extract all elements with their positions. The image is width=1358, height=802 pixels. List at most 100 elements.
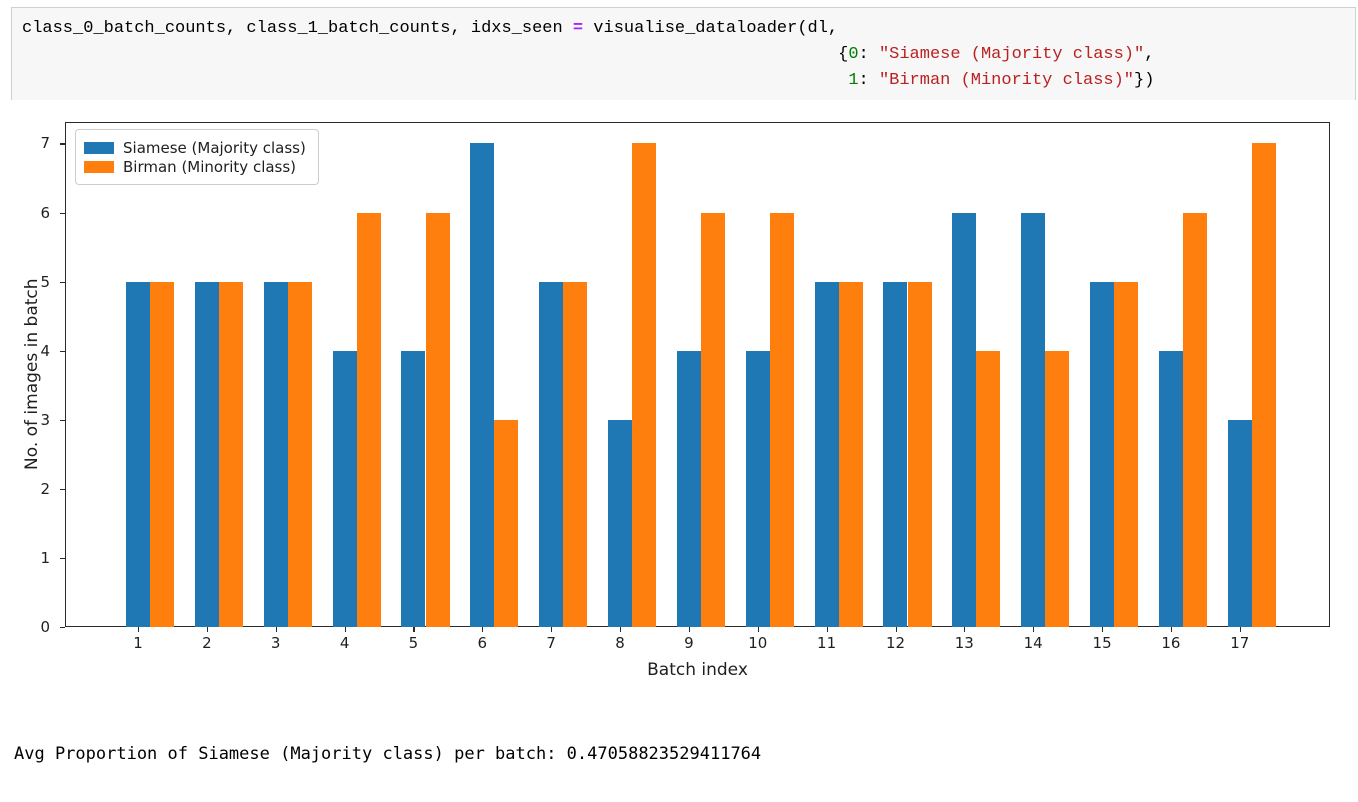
x-tick-label: 10 <box>748 634 768 652</box>
bar-birman-batch-5 <box>425 212 450 627</box>
bar-siamese-batch-15 <box>1090 281 1115 627</box>
bar-birman-batch-3 <box>287 281 312 627</box>
bar-siamese-batch-3 <box>263 281 288 627</box>
y-tick-label: 5 <box>40 272 50 291</box>
x-tick-mark <box>1102 627 1104 632</box>
x-tick-mark <box>1170 627 1173 632</box>
legend-label: Birman (Minority class) <box>123 157 297 176</box>
bar-birman-batch-13 <box>976 350 1001 627</box>
legend-item-birman: Birman (Minority class) <box>84 157 306 176</box>
x-tick-label: 12 <box>885 634 906 652</box>
bar-siamese-batch-11 <box>814 281 839 627</box>
x-tick-label: 6 <box>477 634 488 652</box>
bar-siamese-batch-2 <box>194 281 219 627</box>
x-tick-mark <box>620 627 622 632</box>
code-cell[interactable]: class_0_batch_counts, class_1_batch_coun… <box>11 7 1356 102</box>
bar-birman-batch-9 <box>700 212 725 627</box>
x-tick-mark <box>757 627 759 632</box>
y-tick-mark <box>60 627 65 629</box>
bar-birman-batch-4 <box>356 212 381 627</box>
bar-siamese-batch-12 <box>883 281 908 627</box>
stdout-output: Avg Proportion of Siamese (Majority clas… <box>14 689 761 802</box>
bar-birman-batch-15 <box>1114 281 1139 627</box>
bar-birman-batch-17 <box>1251 143 1276 627</box>
x-tick-mark <box>895 627 897 632</box>
bar-birman-batch-2 <box>218 281 243 627</box>
bar-siamese-batch-9 <box>676 350 701 627</box>
y-tick-mark <box>60 281 65 283</box>
bar-birman-batch-14 <box>1045 350 1070 627</box>
bar-siamese-batch-16 <box>1158 350 1183 627</box>
y-tick-label: 0 <box>40 618 50 636</box>
bar-birman-batch-6 <box>494 419 519 627</box>
x-tick-mark <box>551 627 553 632</box>
x-tick-label: 4 <box>339 634 350 652</box>
bar-siamese-batch-4 <box>332 350 357 627</box>
y-tick-mark <box>60 212 65 214</box>
x-tick-label: 2 <box>202 634 212 652</box>
bar-birman-batch-8 <box>632 143 657 627</box>
x-tick-label: 15 <box>1092 634 1112 652</box>
code-line: {0: "Siamese (Majority class)", <box>838 45 1155 64</box>
y-tick-label: 7 <box>40 134 50 153</box>
y-tick-mark <box>60 350 65 352</box>
x-tick-mark <box>138 627 140 632</box>
legend-item-siamese: Siamese (Majority class) <box>84 138 306 157</box>
chart-figure: 1 2 3 4 5 6 7 8 9 10 11 12 13 14 15 16 17 0 1 2 3 4 5 6 7 Batch … <box>0 100 1358 680</box>
y-axis-title: No. of images in batch <box>22 277 42 470</box>
legend-swatch-blue <box>84 141 114 154</box>
y-tick-mark <box>60 419 65 421</box>
x-tick-label: 8 <box>615 634 625 652</box>
y-tick-mark <box>60 488 65 490</box>
legend-label: Siamese (Majority class) <box>123 138 306 157</box>
y-tick-label: 2 <box>40 479 50 498</box>
x-tick-label: 17 <box>1230 634 1250 652</box>
x-tick-label: 16 <box>1161 634 1181 652</box>
bar-siamese-batch-10 <box>745 350 770 627</box>
bar-birman-batch-12 <box>907 281 932 627</box>
bar-siamese-batch-7 <box>539 281 564 627</box>
x-tick-label: 14 <box>1023 634 1043 652</box>
y-tick-label: 1 <box>40 548 50 567</box>
y-tick-mark <box>60 143 65 145</box>
x-tick-label: 5 <box>408 634 419 652</box>
x-tick-label: 11 <box>817 634 837 652</box>
x-tick-mark <box>206 627 209 632</box>
bar-siamese-batch-14 <box>1021 212 1046 627</box>
x-tick-mark <box>1033 627 1035 632</box>
x-tick-mark <box>275 627 277 632</box>
bar-siamese-batch-1 <box>125 281 150 627</box>
bar-birman-batch-7 <box>563 281 588 627</box>
code-text: class_0_batch_counts, class_1_batch_coun… <box>22 16 1355 94</box>
y-tick-label: 4 <box>40 341 50 360</box>
x-tick-mark <box>413 627 415 632</box>
bar-siamese-batch-8 <box>608 419 633 627</box>
legend-swatch-orange <box>84 160 114 173</box>
bar-birman-batch-16 <box>1183 212 1208 627</box>
x-tick-mark <box>482 627 484 632</box>
x-tick-label: 3 <box>270 634 281 652</box>
x-tick-mark <box>826 627 828 632</box>
y-tick-label: 3 <box>40 410 50 429</box>
x-tick-label: 9 <box>684 634 694 652</box>
x-tick-mark <box>1239 627 1241 632</box>
y-tick-label: 6 <box>40 203 50 222</box>
bar-siamese-batch-17 <box>1227 419 1252 627</box>
x-tick-mark <box>964 627 966 632</box>
x-tick-label: 13 <box>954 634 974 652</box>
bar-siamese-batch-13 <box>952 212 977 627</box>
x-tick-label: 7 <box>546 634 556 652</box>
x-tick-mark <box>344 627 346 632</box>
x-tick-mark <box>688 627 691 632</box>
y-tick-mark <box>60 557 65 560</box>
bar-birman-batch-11 <box>838 281 863 627</box>
bar-siamese-batch-5 <box>401 350 426 627</box>
bar-siamese-batch-6 <box>470 143 495 627</box>
chart-legend: Siamese (Majority class) Birman (Minorit… <box>75 129 319 185</box>
bar-birman-batch-10 <box>769 212 794 627</box>
code-line: class_0_batch_counts, class_1_batch_coun… <box>22 19 839 38</box>
x-tick-label: 1 <box>133 634 143 652</box>
x-axis-title: Batch index <box>647 660 748 680</box>
code-line: 1: "Birman (Minority class)"}) <box>848 71 1155 90</box>
